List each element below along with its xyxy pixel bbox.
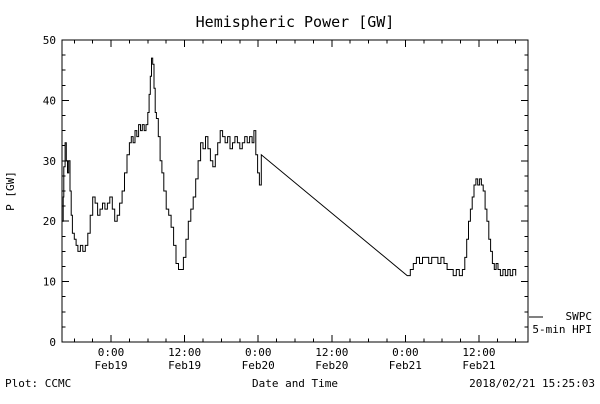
data-series-swpc-hpi <box>62 57 517 277</box>
hpi-data-line <box>62 57 517 277</box>
x-tick-time-label: 0:00 <box>98 346 125 359</box>
y-tick-label: 30 <box>43 155 56 168</box>
y-tick-label: 40 <box>43 94 56 107</box>
x-tick-time-label: 0:00 <box>245 346 272 359</box>
y-axis-label: P [GW] <box>4 171 17 211</box>
x-tick-date-label: Feb20 <box>315 359 348 372</box>
y-tick-label: 10 <box>43 276 56 289</box>
legend-series-name: SWPC <box>566 310 593 323</box>
x-tick-time-label: 12:00 <box>168 346 201 359</box>
x-tick-time-label: 0:00 <box>392 346 419 359</box>
legend: SWPC 5-min HPI <box>529 310 592 336</box>
axes: 010203040500:00Feb1912:00Feb190:00Feb201… <box>43 34 529 372</box>
plot-frame <box>61 39 529 343</box>
legend-series-desc: 5-min HPI <box>532 323 592 336</box>
footer-timestamp: 2018/02/21 15:25:03 <box>469 377 595 390</box>
x-tick-date-label: Feb21 <box>389 359 422 372</box>
x-tick-date-label: Feb20 <box>242 359 275 372</box>
x-tick-date-label: Feb19 <box>168 359 201 372</box>
y-tick-label: 20 <box>43 215 56 228</box>
x-tick-date-label: Feb21 <box>462 359 495 372</box>
y-tick-label: 50 <box>43 34 56 47</box>
chart-title: Hemispheric Power [GW] <box>196 13 395 31</box>
x-axis-label: Date and Time <box>252 377 338 390</box>
x-tick-time-label: 12:00 <box>462 346 495 359</box>
y-tick-label: 0 <box>49 336 56 349</box>
x-tick-date-label: Feb19 <box>94 359 127 372</box>
footer-plot-credit: Plot: CCMC <box>5 377 71 390</box>
x-tick-time-label: 12:00 <box>315 346 348 359</box>
